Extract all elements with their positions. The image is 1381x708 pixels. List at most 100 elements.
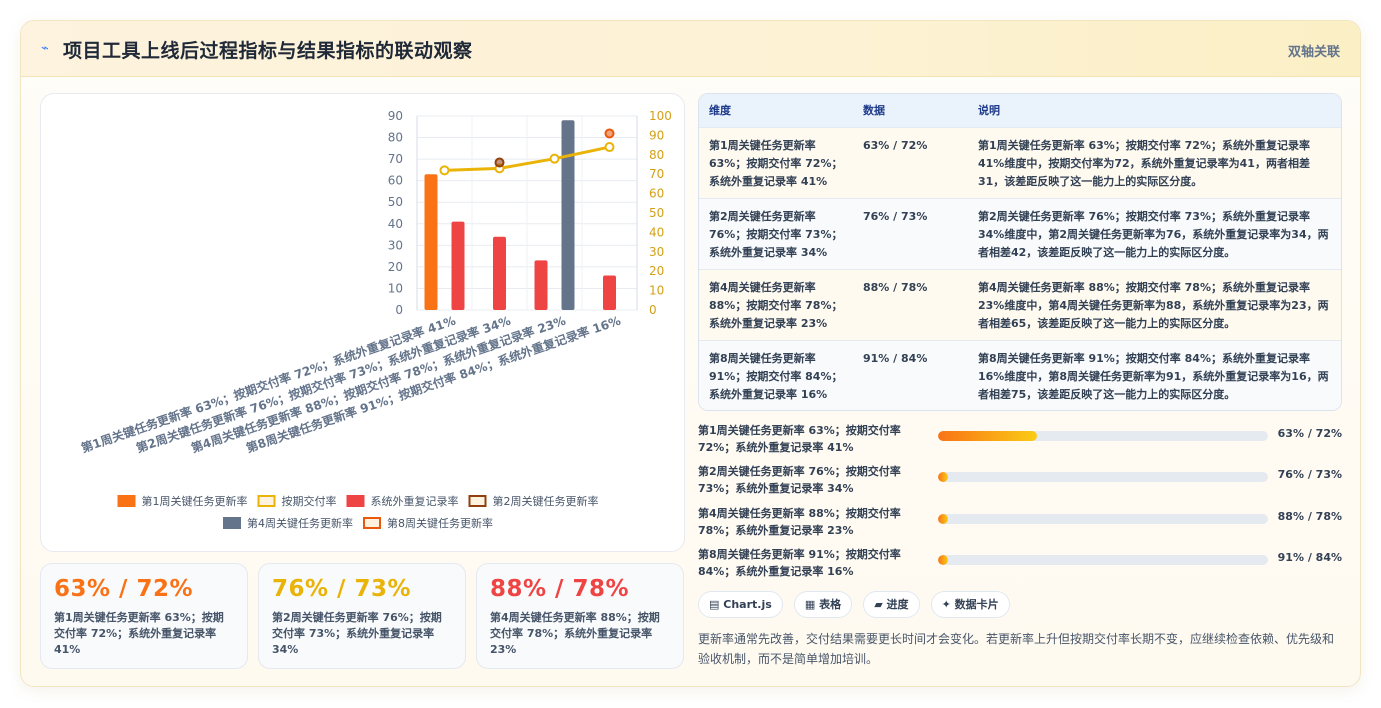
dual-axis-tag: 双轴关联 xyxy=(1287,45,1340,60)
chart-icon: ▤ xyxy=(709,598,720,611)
y-right-tick-label: 10 xyxy=(649,284,664,298)
chart-panel: 0 10 20 30 40 50 60 70 80 90 0 10 20 30 40 50 60 70 80 90 10… xyxy=(40,93,685,552)
y-right-tick-label: 100 xyxy=(649,109,672,123)
progress-track xyxy=(938,431,1268,441)
progress-value: 63% / 72% xyxy=(1277,427,1342,440)
progress-row: 第1周关键任务更新率 63%；按期交付率 72%；系统外重复记录率 41% 63… xyxy=(698,422,1342,462)
y-left-tick-label: 90 xyxy=(388,109,403,123)
table-header-row: 维度 数据 说明 xyxy=(699,94,1341,127)
chip-label: 数据卡片 xyxy=(954,598,999,611)
progress-value: 91% / 84% xyxy=(1277,551,1342,564)
bar xyxy=(424,174,438,310)
cell-note: 第8周关键任务更新率 91%；按期交付率 84%；系统外重复记录率 16%维度中… xyxy=(978,351,1329,401)
progress-icon: ▰ xyxy=(874,598,883,611)
progress-row: 第8周关键任务更新率 91%；按期交付率 84%；系统外重复记录率 16% 91… xyxy=(698,546,1342,586)
line-point xyxy=(439,165,450,176)
stat-desc: 第1周关键任务更新率 63%；按期交付率 72%；系统外重复记录率 41% xyxy=(54,611,224,656)
progress-row: 第2周关键任务更新率 76%；按期交付率 73%；系统外重复记录率 34% 76… xyxy=(698,463,1342,503)
marker-point xyxy=(494,157,505,168)
progress-track xyxy=(938,555,1268,565)
column-header-note: 说明 xyxy=(978,104,1000,118)
chip-table[interactable]: ▦ 表格 xyxy=(793,591,853,618)
progress-label: 第1周关键任务更新率 63%；按期交付率 72%；系统外重复记录率 41% xyxy=(698,424,901,454)
card-header: ⌁ 项目工具上线后过程指标与结果指标的联动观察 双轴关联 xyxy=(21,21,1360,77)
y-right-tick-label: 70 xyxy=(649,167,664,181)
chip-data-card[interactable]: ✦ 数据卡片 xyxy=(930,591,1010,618)
stat-value: 88% / 78% xyxy=(490,576,630,602)
y-left-tick-label: 10 xyxy=(388,281,403,295)
legend-label: 第2周关键任务更新率 xyxy=(492,494,598,508)
stat-desc: 第4周关键任务更新率 88%；按期交付率 78%；系统外重复记录率 23% xyxy=(490,611,660,656)
progress-label: 第2周关键任务更新率 76%；按期交付率 73%；系统外重复记录率 34% xyxy=(698,465,901,495)
line-point xyxy=(604,142,615,153)
line-point xyxy=(549,153,560,164)
legend-swatch xyxy=(363,517,381,529)
legend-swatch xyxy=(223,517,242,529)
progress-value: 76% / 73% xyxy=(1277,468,1342,481)
y-right-tick-label: 20 xyxy=(649,264,664,278)
line-series xyxy=(444,145,610,172)
y-left-tick-label: 0 xyxy=(395,303,403,317)
cell-data: 63% / 72% xyxy=(863,138,928,152)
cell-data: 88% / 78% xyxy=(863,280,928,294)
stat-card-week2: 76% / 73% 第2周关键任务更新率 76%；按期交付率 73%；系统外重复… xyxy=(258,563,466,669)
y-left-tick-label: 30 xyxy=(388,238,403,252)
pulse-icon: ⌁ xyxy=(41,41,49,56)
chip-bar: ▤ Chart.js ▦ 表格 ▰ 进度 ✦ 数据卡片 xyxy=(698,591,1016,619)
data-table: 维度 数据 说明 第1周关键任务更新率 63%；按期交付率 72%；系统外重复记… xyxy=(698,93,1342,411)
table-icon: ▦ xyxy=(804,598,816,611)
legend-swatch xyxy=(117,495,136,507)
y-right-tick-label: 40 xyxy=(649,225,664,239)
progress-fill xyxy=(938,431,1037,441)
column-header-data: 数据 xyxy=(863,104,885,118)
y-right-tick-label: 30 xyxy=(649,245,664,259)
y-right-tick-label: 0 xyxy=(649,303,657,317)
y-left-tick-label: 40 xyxy=(388,217,403,231)
cell-dimension: 第8周关键任务更新率 91%；按期交付率 84%；系统外重复记录率 16% xyxy=(709,351,843,401)
progress-fill xyxy=(938,555,948,565)
table-row: 第8周关键任务更新率 91%；按期交付率 84%；系统外重复记录率 16% 91… xyxy=(699,340,1341,410)
legend-label: 按期交付率 xyxy=(282,494,337,508)
stat-desc: 第2周关键任务更新率 76%；按期交付率 73%；系统外重复记录率 34% xyxy=(272,611,442,656)
chip-chartjs[interactable]: ▤ Chart.js xyxy=(698,591,783,618)
progress-label: 第4周关键任务更新率 88%；按期交付率 78%；系统外重复记录率 23% xyxy=(698,507,901,537)
marker-point xyxy=(604,128,615,139)
bar xyxy=(493,236,506,310)
y-left-tick-label: 80 xyxy=(388,131,403,145)
progress-value: 88% / 78% xyxy=(1277,510,1342,523)
table-row: 第1周关键任务更新率 63%；按期交付率 72%；系统外重复记录率 41% 63… xyxy=(699,127,1341,198)
bar xyxy=(534,260,548,310)
legend-swatch xyxy=(468,495,487,507)
cell-dimension: 第4周关键任务更新率 88%；按期交付率 78%；系统外重复记录率 23% xyxy=(709,280,843,330)
column-header-dimension: 维度 xyxy=(709,104,731,118)
progress-row: 第4周关键任务更新率 88%；按期交付率 78%；系统外重复记录率 23% 88… xyxy=(698,505,1342,545)
bar xyxy=(603,275,616,310)
stat-value: 76% / 73% xyxy=(272,576,412,602)
cell-dimension: 第2周关键任务更新率 76%；按期交付率 73%；系统外重复记录率 34% xyxy=(709,209,843,259)
legend-swatch xyxy=(346,495,365,507)
y-left-tick-label: 50 xyxy=(388,195,403,209)
progress-fill xyxy=(938,472,948,482)
legend-label: 第8周关键任务更新率 xyxy=(387,516,493,530)
y-right-tick-label: 50 xyxy=(649,206,664,220)
bar xyxy=(561,120,575,310)
stat-card-week4: 88% / 78% 第4周关键任务更新率 88%；按期交付率 78%；系统外重复… xyxy=(476,563,684,669)
chip-progress[interactable]: ▰ 进度 xyxy=(863,591,920,618)
legend-label: 系统外重复记录率 xyxy=(371,494,459,508)
y-right-tick-label: 60 xyxy=(649,187,664,201)
cell-data: 76% / 73% xyxy=(863,209,928,223)
table-row: 第2周关键任务更新率 76%；按期交付率 73%；系统外重复记录率 34% 76… xyxy=(699,198,1341,269)
y-right-tick-label: 80 xyxy=(649,148,664,162)
legend-swatch xyxy=(257,495,276,507)
legend-label: 第1周关键任务更新率 xyxy=(142,494,248,508)
cell-note: 第1周关键任务更新率 63%；按期交付率 72%；系统外重复记录率 41%维度中… xyxy=(978,138,1310,188)
y-left-tick-label: 70 xyxy=(388,152,403,166)
stat-value: 63% / 72% xyxy=(54,576,194,602)
progress-track xyxy=(938,514,1268,524)
y-right-tick-label: 90 xyxy=(649,128,664,142)
page-title: 项目工具上线后过程指标与结果指标的联动观察 xyxy=(63,40,473,62)
chip-label: 进度 xyxy=(886,598,909,611)
cell-dimension: 第1周关键任务更新率 63%；按期交付率 72%；系统外重复记录率 41% xyxy=(709,138,843,188)
bar xyxy=(451,221,465,310)
summary-note: 更新率通常先改善，交付结果需要更长时间才会变化。若更新率上升但按期交付率长期不变… xyxy=(698,632,1335,666)
